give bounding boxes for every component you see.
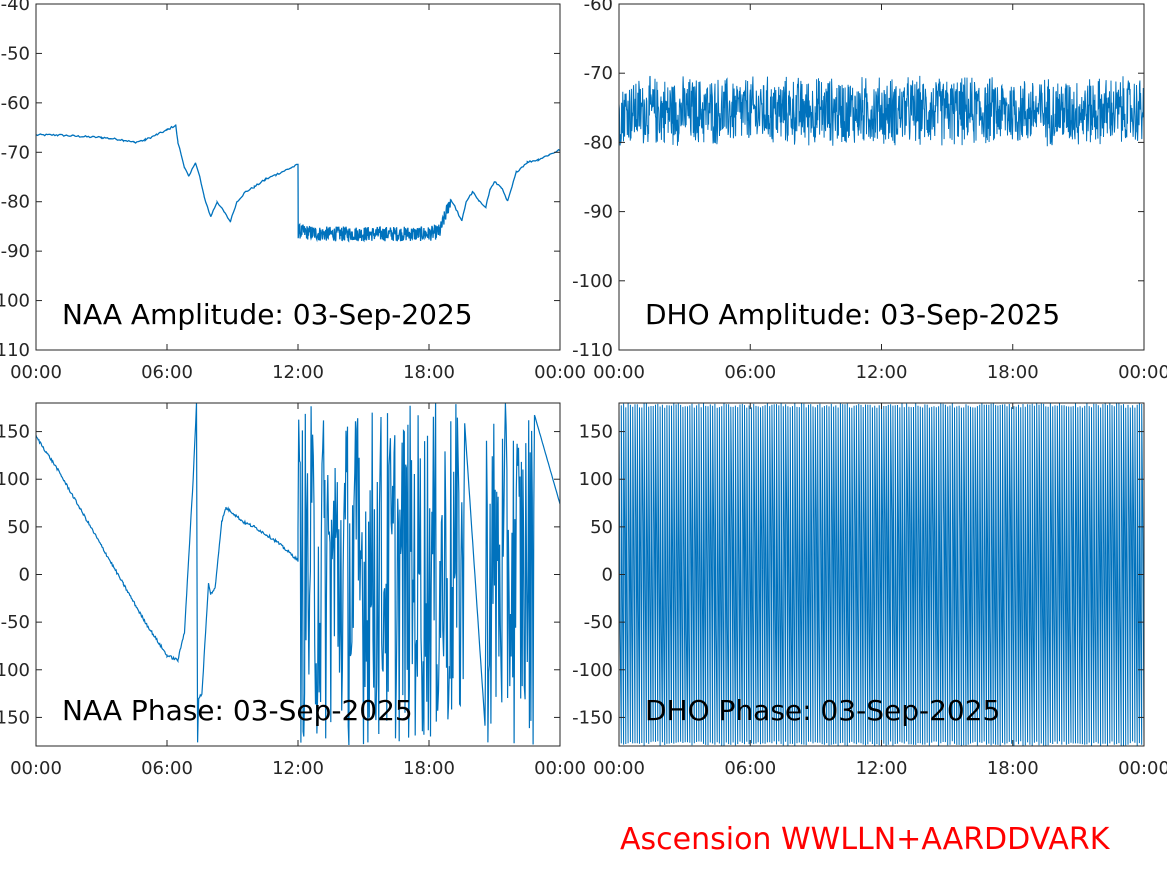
y-tick-label: -40 <box>1 0 30 15</box>
y-tick-label: -50 <box>584 612 613 633</box>
panel-title: NAA Amplitude: 03-Sep-2025 <box>62 298 473 331</box>
x-tick-label: 00:00 <box>1118 362 1167 383</box>
x-tick-label: 06:00 <box>724 758 776 779</box>
x-tick-label: 00:00 <box>593 758 645 779</box>
station-footer-label: Ascension WWLLN+AARDDVARK <box>620 822 1110 857</box>
y-tick-label: -150 <box>572 707 613 728</box>
y-tick-label: 0 <box>19 565 30 586</box>
y-tick-label: -100 <box>0 660 30 681</box>
y-tick-label: -150 <box>0 707 30 728</box>
y-tick-label: -110 <box>572 340 613 361</box>
y-tick-label: -90 <box>1 241 30 262</box>
y-tick-label: -60 <box>584 0 613 15</box>
y-tick-label: -50 <box>1 43 30 64</box>
y-tick-label: -70 <box>1 142 30 163</box>
x-tick-label: 18:00 <box>987 362 1039 383</box>
panel-title: DHO Phase: 03-Sep-2025 <box>645 694 1000 727</box>
series-group <box>36 124 560 243</box>
naa-phase-line <box>36 403 560 746</box>
y-tick-label: -110 <box>0 340 30 361</box>
x-tick-label: 12:00 <box>856 758 908 779</box>
dho-amplitude-line <box>619 75 1144 147</box>
series-group <box>619 75 1144 147</box>
x-tick-label: 18:00 <box>403 758 455 779</box>
x-tick-label: 00:00 <box>10 362 62 383</box>
x-tick-label: 00:00 <box>534 758 586 779</box>
y-tick-label: 50 <box>590 517 613 538</box>
x-tick-label: 00:00 <box>534 362 586 383</box>
x-tick-label: 00:00 <box>1118 758 1167 779</box>
y-tick-label: 100 <box>0 469 30 490</box>
y-tick-label: -60 <box>1 93 30 114</box>
y-tick-label: 0 <box>602 565 613 586</box>
x-tick-label: 06:00 <box>724 362 776 383</box>
x-tick-label: 00:00 <box>10 758 62 779</box>
y-tick-label: -90 <box>584 202 613 223</box>
series-group <box>619 403 1144 746</box>
plot-area <box>619 4 1144 350</box>
naa-phase-panel: 150 100 50 0 -50 -100 -150 00:00 06:00 12:00 18:00… <box>0 402 586 779</box>
y-tick-label: 150 <box>579 422 613 443</box>
y-tick-label: -100 <box>572 660 613 681</box>
series-group <box>36 403 560 746</box>
dho-phase-line <box>619 403 1144 746</box>
x-tick-label: 18:00 <box>987 758 1039 779</box>
y-tick-label: -100 <box>572 271 613 292</box>
y-tick-label: -50 <box>1 612 30 633</box>
x-tick-label: 06:00 <box>141 362 193 383</box>
y-tick-label: -70 <box>584 63 613 84</box>
panel-title: NAA Phase: 03-Sep-2025 <box>62 694 413 727</box>
panel-title: DHO Amplitude: 03-Sep-2025 <box>645 298 1060 331</box>
naa-amplitude-panel: -40-50-60-70-80-90-100-11000:0006:0012:0… <box>0 0 586 383</box>
y-tick-label: 150 <box>0 422 30 443</box>
x-tick-label: 12:00 <box>272 362 324 383</box>
dho-phase-panel: 150 100 50 0 -50 -100 -150 00:00 06:00 12:00 18:00… <box>572 402 1167 779</box>
y-tick-label: -80 <box>1 192 30 213</box>
y-tick-label: -100 <box>0 291 30 312</box>
x-tick-label: 18:00 <box>403 362 455 383</box>
y-tick-label: 50 <box>7 517 30 538</box>
naa-amplitude-line <box>36 124 560 243</box>
x-tick-label: 06:00 <box>141 758 193 779</box>
y-tick-label: 100 <box>579 469 613 490</box>
x-tick-label: 12:00 <box>272 758 324 779</box>
x-tick-label: 12:00 <box>856 362 908 383</box>
y-tick-label: -80 <box>584 132 613 153</box>
x-tick-label: 00:00 <box>593 362 645 383</box>
